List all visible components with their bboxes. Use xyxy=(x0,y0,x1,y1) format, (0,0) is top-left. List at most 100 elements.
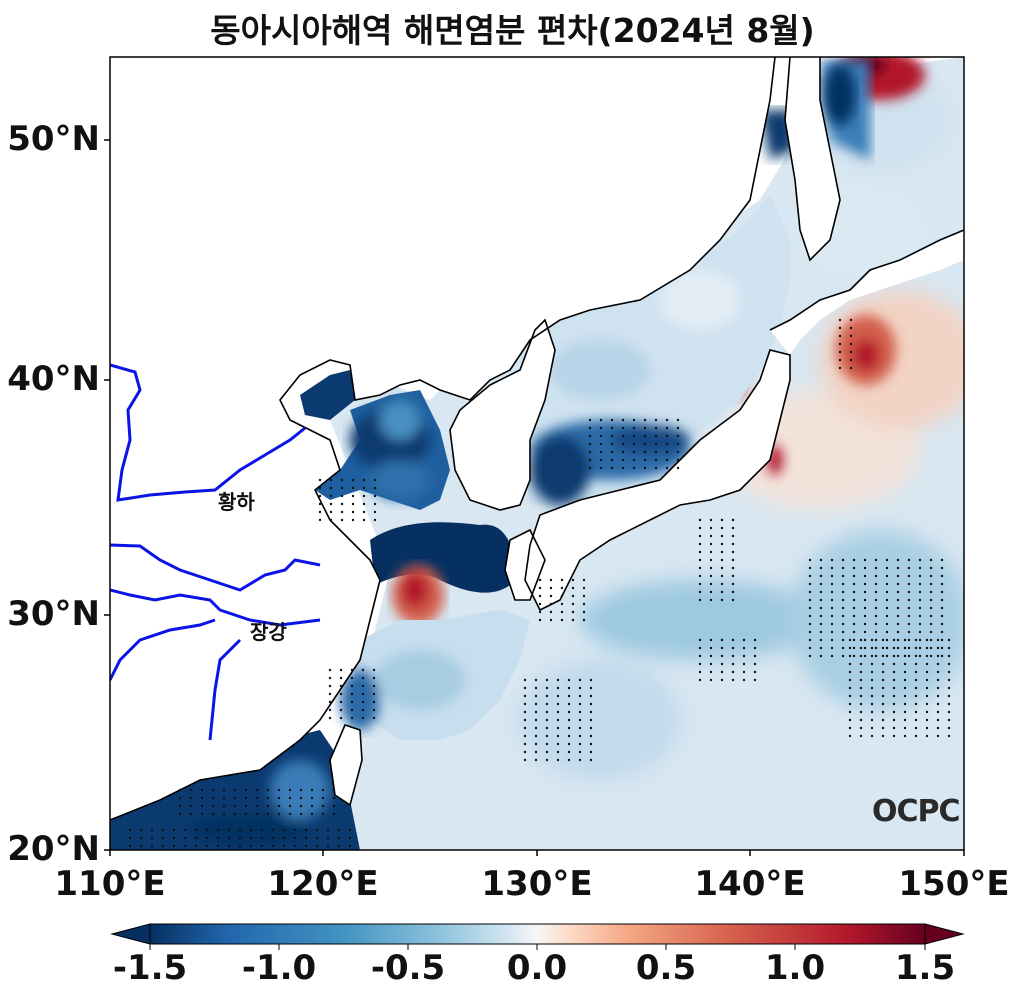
stipple-dot xyxy=(328,676,332,680)
stipple-dot xyxy=(128,828,132,832)
stipple-dot xyxy=(870,686,874,690)
stipple-dot xyxy=(885,622,889,626)
lat-tick-20: 20°N xyxy=(7,829,100,869)
lat-tick-50: 50°N xyxy=(7,119,100,159)
stipple-dot xyxy=(852,646,856,650)
stipple-dot xyxy=(266,804,270,808)
stipple-dot xyxy=(849,318,853,322)
stipple-dot xyxy=(318,518,322,522)
stipple-dot xyxy=(339,676,343,680)
stipple-dot xyxy=(874,598,878,602)
stipple-dot xyxy=(172,828,176,832)
stipple-dot xyxy=(556,686,560,690)
stipple-dot xyxy=(676,426,680,430)
stipple-dot xyxy=(556,678,560,682)
stipple-dot xyxy=(720,574,724,578)
stipple-dot xyxy=(859,670,863,674)
stipple-dot xyxy=(326,828,330,832)
stipple-dot xyxy=(903,718,907,722)
stipple-dot xyxy=(731,550,735,554)
stipple-dot xyxy=(339,692,343,696)
stipple-dot xyxy=(227,844,231,848)
stipple-dot xyxy=(903,694,907,698)
stipple-dot xyxy=(599,418,603,422)
stipple-dot xyxy=(361,676,365,680)
stipple-dot xyxy=(918,566,922,570)
stipple-dot xyxy=(753,662,757,666)
stipple-dot xyxy=(545,694,549,698)
stipple-dot xyxy=(892,654,896,658)
stipple-dot xyxy=(947,686,951,690)
ocpc-logo: OCPC xyxy=(872,794,961,829)
stipple-dot xyxy=(329,518,333,522)
lon-tick-120: 120°E xyxy=(267,864,379,904)
stipple-dot xyxy=(852,566,856,570)
stipple-dot xyxy=(523,734,527,738)
stipple-dot xyxy=(150,828,154,832)
stipple-dot xyxy=(841,646,845,650)
stipple-dot xyxy=(841,638,845,642)
stipple-dot xyxy=(216,836,220,840)
stipple-dot xyxy=(907,638,911,642)
salinity-anomaly-field xyxy=(110,57,964,850)
stipple-dot xyxy=(874,622,878,626)
stipple-dot xyxy=(709,638,713,642)
stipple-dot xyxy=(925,686,929,690)
stipple-dot xyxy=(709,542,713,546)
stipple-dot xyxy=(329,478,333,482)
stipple-dot xyxy=(881,686,885,690)
stipple-dot xyxy=(838,318,842,322)
stipple-dot xyxy=(947,678,951,682)
stipple-dot xyxy=(830,574,834,578)
stipple-dot xyxy=(914,638,918,642)
stipple-dot xyxy=(545,686,549,690)
stipple-dot xyxy=(571,618,575,622)
stipple-dot xyxy=(337,828,341,832)
stipple-dot xyxy=(907,646,911,650)
stipple-dot xyxy=(582,586,586,590)
stipple-dot xyxy=(698,678,702,682)
stipple-dot xyxy=(742,678,746,682)
stipple-dot xyxy=(556,710,560,714)
stipple-dot xyxy=(859,638,863,642)
stipple-dot xyxy=(589,726,593,730)
stipple-dot xyxy=(350,716,354,720)
stipple-dot xyxy=(936,646,940,650)
stipple-dot xyxy=(841,566,845,570)
stipple-dot xyxy=(918,574,922,578)
stipple-dot xyxy=(654,458,658,462)
stipple-dot xyxy=(848,702,852,706)
stipple-dot xyxy=(852,574,856,578)
stipple-dot xyxy=(720,566,724,570)
stipple-dot xyxy=(549,578,553,582)
lon-tick-150: 150°E xyxy=(898,864,1010,904)
stipple-dot xyxy=(819,638,823,642)
stipple-dot xyxy=(808,614,812,618)
stipple-dot xyxy=(742,638,746,642)
stipple-dot xyxy=(720,638,724,642)
stipple-dot xyxy=(947,710,951,714)
stipple-dot xyxy=(929,630,933,634)
stipple-dot xyxy=(610,434,614,438)
stipple-dot xyxy=(940,558,944,562)
stipple-dot xyxy=(560,602,564,606)
stipple-dot xyxy=(896,654,900,658)
stipple-dot xyxy=(830,646,834,650)
coastlines xyxy=(110,57,964,821)
stipple-dot xyxy=(318,494,322,498)
stipple-dot xyxy=(351,502,355,506)
stipple-dot xyxy=(578,758,582,762)
stipple-dot xyxy=(929,566,933,570)
stipple-dot xyxy=(211,796,215,800)
stipple-dot xyxy=(720,582,724,586)
stipple-dot xyxy=(337,836,341,840)
stipple-dot xyxy=(881,678,885,682)
stipple-dot xyxy=(643,426,647,430)
stipple-dot xyxy=(567,694,571,698)
stipple-dot xyxy=(819,598,823,602)
stipple-dot xyxy=(925,646,929,650)
stipple-dot xyxy=(560,610,564,614)
stipple-dot xyxy=(709,534,713,538)
stipple-dot xyxy=(885,574,889,578)
stipple-dot xyxy=(892,670,896,674)
